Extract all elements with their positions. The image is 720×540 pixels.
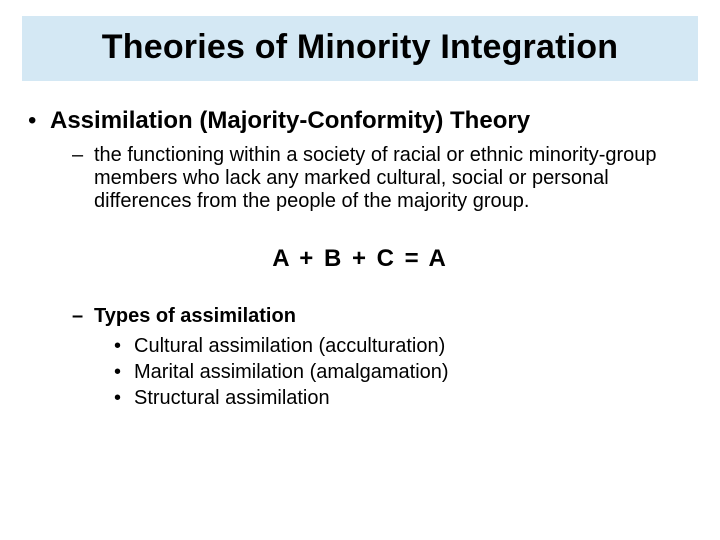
bullet-level-3: • Structural assimilation <box>114 386 698 410</box>
list-item: • Marital assimilation (amalgamation) <box>114 360 698 384</box>
bullet-level-2-definition: – the functioning within a society of ra… <box>72 144 698 213</box>
dash-icon: – <box>72 305 94 328</box>
type-item-1: Marital assimilation (amalgamation) <box>134 360 449 384</box>
bullet-level-3: • Cultural assimilation (acculturation) <box>114 334 698 358</box>
title-band: Theories of Minority Integration <box>22 16 698 81</box>
bullet-icon: • <box>114 334 134 358</box>
bullet-level-3: • Marital assimilation (amalgamation) <box>114 360 698 384</box>
bullet-level-2-types: – Types of assimilation <box>72 305 698 328</box>
equation: A + B + C = A <box>22 245 698 273</box>
theory-heading: Assimilation (Majority-Conformity) Theor… <box>50 107 530 136</box>
bullet-row: • Assimilation (Majority-Conformity) The… <box>28 107 698 136</box>
types-heading: Types of assimilation <box>94 305 296 328</box>
bullet-level-1: • Assimilation (Majority-Conformity) The… <box>28 107 698 136</box>
type-item-2: Structural assimilation <box>134 386 330 410</box>
definition-text: the functioning within a society of raci… <box>94 144 694 213</box>
list-item: • Structural assimilation <box>114 386 698 410</box>
bullet-icon: • <box>28 107 50 136</box>
slide: Theories of Minority Integration • Assim… <box>0 0 720 540</box>
bullet-row: – Types of assimilation <box>72 305 698 328</box>
bullet-icon: • <box>114 360 134 384</box>
list-item: • Cultural assimilation (acculturation) <box>114 334 698 358</box>
bullet-row: – the functioning within a society of ra… <box>72 144 698 213</box>
bullet-icon: • <box>114 386 134 410</box>
dash-icon: – <box>72 144 94 167</box>
type-item-0: Cultural assimilation (acculturation) <box>134 334 445 358</box>
slide-title: Theories of Minority Integration <box>32 28 688 67</box>
